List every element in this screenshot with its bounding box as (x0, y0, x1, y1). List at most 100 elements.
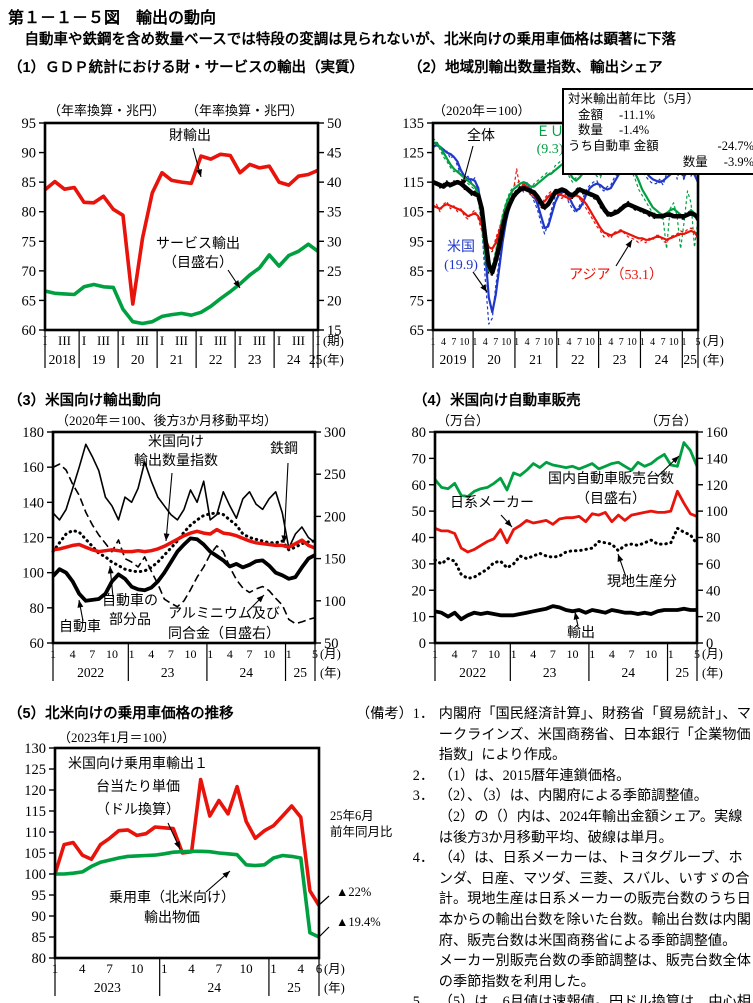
svg-text:輸出数量指数: 輸出数量指数 (134, 453, 218, 469)
svg-text:80: 80 (30, 601, 45, 617)
svg-text:10: 10 (543, 337, 553, 348)
svg-text:10: 10 (240, 961, 253, 976)
svg-text:1: 1 (207, 647, 213, 661)
svg-text:7: 7 (661, 337, 666, 348)
svg-text:I: I (160, 333, 164, 348)
svg-text:85: 85 (32, 930, 47, 946)
svg-text:140: 140 (22, 495, 44, 511)
svg-text:20: 20 (131, 352, 145, 367)
svg-text:250: 250 (324, 467, 346, 483)
svg-text:50: 50 (412, 504, 427, 520)
svg-text:同合金（目盛右）: 同合金（目盛右） (168, 626, 280, 642)
svg-text:60: 60 (412, 478, 427, 494)
svg-text:鉄鋼: 鉄鋼 (270, 441, 298, 457)
svg-text:(月): (月) (324, 962, 345, 976)
svg-text:40: 40 (327, 175, 342, 191)
svg-text:（目盛右）: （目盛右） (576, 491, 646, 507)
svg-text:80: 80 (412, 425, 427, 441)
svg-text:4: 4 (441, 337, 446, 348)
svg-text:0: 0 (419, 636, 426, 652)
svg-text:III: III (136, 333, 149, 348)
info-box-row-value: -11.1% (619, 107, 656, 122)
info-box-row-label: 数量 (578, 123, 604, 138)
svg-text:105: 105 (24, 846, 46, 862)
svg-text:（万台）: （万台） (437, 413, 489, 428)
svg-text:国内自動車販売台数: 国内自動車販売台数 (548, 470, 674, 487)
svg-text:（年率換算・兆円）: （年率換算・兆円） (48, 103, 165, 118)
svg-text:1: 1 (286, 647, 292, 661)
svg-text:7: 7 (471, 647, 477, 661)
svg-text:120: 120 (22, 531, 44, 547)
svg-text:23: 23 (613, 352, 627, 367)
svg-text:150: 150 (324, 552, 346, 568)
svg-text:25: 25 (327, 264, 342, 280)
section-title-5: （5）北米向けの乗用車価格の推移 (8, 706, 234, 722)
svg-text:60: 60 (22, 323, 37, 339)
svg-text:40: 40 (706, 583, 721, 599)
svg-text:10: 10 (459, 337, 469, 348)
svg-text:米国向け: 米国向け (148, 434, 204, 450)
svg-text:（2020年＝100）: （2020年＝100） (433, 103, 531, 118)
svg-text:80: 80 (32, 951, 47, 967)
svg-text:70: 70 (412, 451, 427, 467)
svg-text:75: 75 (22, 234, 37, 250)
svg-text:(年): (年) (702, 666, 723, 680)
svg-text:7: 7 (247, 647, 253, 661)
svg-text:アルミニウム及び: アルミニウム及び (168, 606, 280, 622)
svg-text:85: 85 (410, 264, 425, 280)
svg-text:10: 10 (501, 337, 511, 348)
svg-text:10: 10 (669, 337, 679, 348)
svg-text:50: 50 (324, 636, 339, 652)
section-title-2: （2）地域別輸出数量指数、輸出シェア (408, 60, 663, 76)
svg-text:80: 80 (22, 205, 37, 221)
svg-text:輸出物価: 輸出物価 (144, 910, 200, 926)
svg-text:(年): (年) (324, 981, 345, 995)
svg-text:2018: 2018 (49, 352, 76, 367)
svg-text:4: 4 (483, 337, 488, 348)
svg-text:アジア（53.1）: アジア（53.1） (569, 267, 663, 283)
svg-text:4: 4 (650, 337, 655, 348)
note-item-text: （2）、（3）は、内閣府による季節調整値。 （2）の（）内は、2024年輸出金額… (438, 788, 743, 846)
svg-text:10: 10 (185, 647, 197, 661)
svg-text:1: 1 (640, 337, 645, 348)
svg-text:65: 65 (410, 323, 425, 339)
svg-text:95: 95 (22, 116, 37, 132)
svg-text:25: 25 (676, 665, 690, 680)
svg-text:4: 4 (530, 647, 536, 661)
chart-export-volume-by-region: （2020年＝100）13512511510595857565147102019… (402, 103, 724, 368)
svg-text:24: 24 (287, 352, 301, 367)
svg-text:23: 23 (543, 665, 557, 680)
note-item-number: 1． (412, 706, 435, 722)
svg-text:III: III (292, 333, 305, 348)
svg-text:1: 1 (511, 647, 517, 661)
svg-text:10: 10 (627, 337, 637, 348)
chart5-side-header: 25年6月 前年同月比 (330, 809, 393, 840)
svg-text:0: 0 (706, 636, 713, 652)
svg-text:(月): (月) (703, 334, 724, 348)
svg-text:100: 100 (324, 594, 346, 610)
info-box-row: 数量 -3.9% (568, 155, 753, 171)
note-item: 3． （2）、（3）は、内閣府による季節調整値。 （2）の（）内は、2024年輸出… (413, 786, 753, 848)
svg-text:(月): (月) (702, 647, 723, 661)
svg-text:80: 80 (706, 531, 721, 547)
note-item-number: 4． (412, 850, 435, 867)
note-item-number: 5． (412, 994, 435, 1003)
svg-text:輸出: 輸出 (567, 625, 595, 641)
svg-text:35: 35 (327, 205, 342, 221)
svg-text:4: 4 (79, 961, 86, 976)
us-export-yoy-rows: 金額 -11.1% 数量 -1.4% うち自動車 金額 -24.7% 数量 -3.9% (568, 108, 753, 171)
info-box-row-label: 数量 (682, 154, 708, 169)
svg-text:台当たり単価: 台当たり単価 (96, 779, 180, 795)
svg-text:60: 60 (706, 557, 721, 573)
svg-text:120: 120 (706, 478, 728, 494)
svg-text:4: 4 (566, 337, 571, 348)
svg-text:1: 1 (514, 337, 519, 348)
svg-text:7: 7 (89, 647, 95, 661)
note-item-text: 内閣府「国民経済計算」、財務省「貿易統計」、マークラインズ、米国商務省、日本銀行… (438, 706, 751, 764)
notes-items: 1． 内閣府「国民経済計算」、財務省「貿易統計」、マークラインズ、米国商務省、日本… (413, 704, 753, 1003)
svg-text:30: 30 (327, 234, 342, 250)
svg-text:100: 100 (24, 867, 46, 883)
svg-text:（万台）: （万台） (645, 413, 697, 428)
svg-text:1: 1 (161, 961, 168, 976)
svg-text:1: 1 (589, 647, 595, 661)
